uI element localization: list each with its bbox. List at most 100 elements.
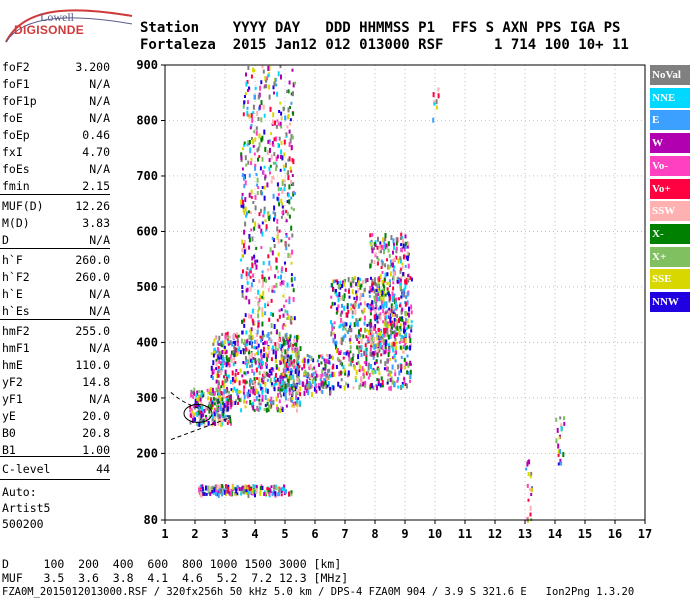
echo-point xyxy=(369,351,372,357)
echo-point xyxy=(238,397,241,402)
echo-point xyxy=(241,167,244,171)
echo-point xyxy=(248,349,250,355)
echo-point xyxy=(317,374,320,378)
echo-point xyxy=(320,373,323,379)
echo-point xyxy=(257,186,260,189)
echo-point xyxy=(278,110,281,113)
echo-point xyxy=(276,318,279,322)
echo-point xyxy=(257,359,260,363)
echo-point xyxy=(261,135,264,141)
echo-point xyxy=(215,492,218,497)
echo-point xyxy=(248,299,251,305)
echo-point xyxy=(290,261,293,265)
echo-point xyxy=(289,253,292,259)
echo-point xyxy=(242,203,245,209)
echo-point xyxy=(230,491,232,497)
echo-point xyxy=(290,196,293,200)
echo-point xyxy=(386,291,389,295)
echo-point xyxy=(400,337,403,342)
echo-point xyxy=(218,374,221,378)
echo-point xyxy=(378,371,381,376)
echo-point xyxy=(379,340,382,344)
echo-point xyxy=(378,250,381,254)
echo-point xyxy=(559,458,562,463)
echo-point xyxy=(229,418,232,424)
echo-point xyxy=(399,323,402,329)
echo-point xyxy=(377,236,379,242)
echo-point xyxy=(359,317,362,321)
echo-point xyxy=(210,352,213,356)
echo-point xyxy=(288,237,291,241)
echo-point xyxy=(307,373,310,377)
echo-point xyxy=(373,314,376,319)
echo-point xyxy=(223,375,225,379)
echo-point xyxy=(211,376,214,380)
echo-point xyxy=(261,365,263,369)
echo-point xyxy=(256,259,259,263)
profile-line xyxy=(170,392,232,441)
echo-point xyxy=(311,379,314,384)
echo-point xyxy=(280,141,283,146)
echo-point xyxy=(393,312,396,317)
echo-point xyxy=(245,271,248,277)
echo-point xyxy=(273,489,276,493)
echo-point xyxy=(289,106,291,110)
echo-point xyxy=(345,322,348,327)
echo-point xyxy=(368,372,371,377)
echo-point xyxy=(195,403,197,408)
echo-point xyxy=(222,383,225,389)
echo-point xyxy=(280,354,283,359)
echo-point xyxy=(274,354,277,359)
echo-point xyxy=(224,334,227,340)
echo-point xyxy=(332,287,335,292)
echo-point xyxy=(384,342,387,347)
echo-point xyxy=(190,389,193,393)
echo-point xyxy=(374,350,377,356)
echo-point xyxy=(241,374,244,378)
echo-point xyxy=(245,72,247,77)
echo-point xyxy=(326,374,329,378)
echo-point xyxy=(290,368,293,374)
echo-point xyxy=(301,381,304,387)
echo-point xyxy=(233,386,236,391)
param-label: yE xyxy=(2,409,16,423)
echo-point xyxy=(221,397,224,402)
echo-point xyxy=(399,256,402,261)
echo-point xyxy=(401,307,404,312)
echo-point xyxy=(246,363,249,369)
echo-point xyxy=(249,488,252,491)
param-label: h`E xyxy=(2,287,23,301)
echo-point xyxy=(284,389,287,393)
echo-point xyxy=(297,373,300,378)
echo-point xyxy=(249,364,251,368)
echo-point xyxy=(296,378,299,383)
echo-point xyxy=(298,370,300,374)
echo-point xyxy=(385,315,388,320)
echo-point xyxy=(404,301,407,307)
param-value: 2.15 xyxy=(82,179,110,193)
echo-point xyxy=(249,400,252,405)
echo-point xyxy=(261,377,264,383)
echo-point xyxy=(205,485,207,491)
echo-point xyxy=(367,362,370,367)
param-row: hmF1 N/A xyxy=(2,341,110,358)
echo-point xyxy=(290,361,293,366)
echo-point xyxy=(290,277,293,283)
param-row: h`E N/A xyxy=(2,287,110,304)
echo-point xyxy=(410,343,413,348)
echo-point xyxy=(210,392,213,396)
echo-point xyxy=(257,94,260,100)
param-separator xyxy=(0,456,110,457)
echo-point xyxy=(235,388,238,393)
echo-point xyxy=(285,234,288,238)
echo-point xyxy=(224,414,227,419)
echo-point xyxy=(249,149,252,154)
echo-point xyxy=(276,226,279,232)
echo-point xyxy=(274,274,277,279)
echo-point xyxy=(262,354,265,358)
echo-point xyxy=(560,426,563,431)
echo-point xyxy=(248,334,251,340)
echo-point xyxy=(247,210,250,214)
echo-point xyxy=(272,161,275,165)
echo-point xyxy=(377,292,380,296)
